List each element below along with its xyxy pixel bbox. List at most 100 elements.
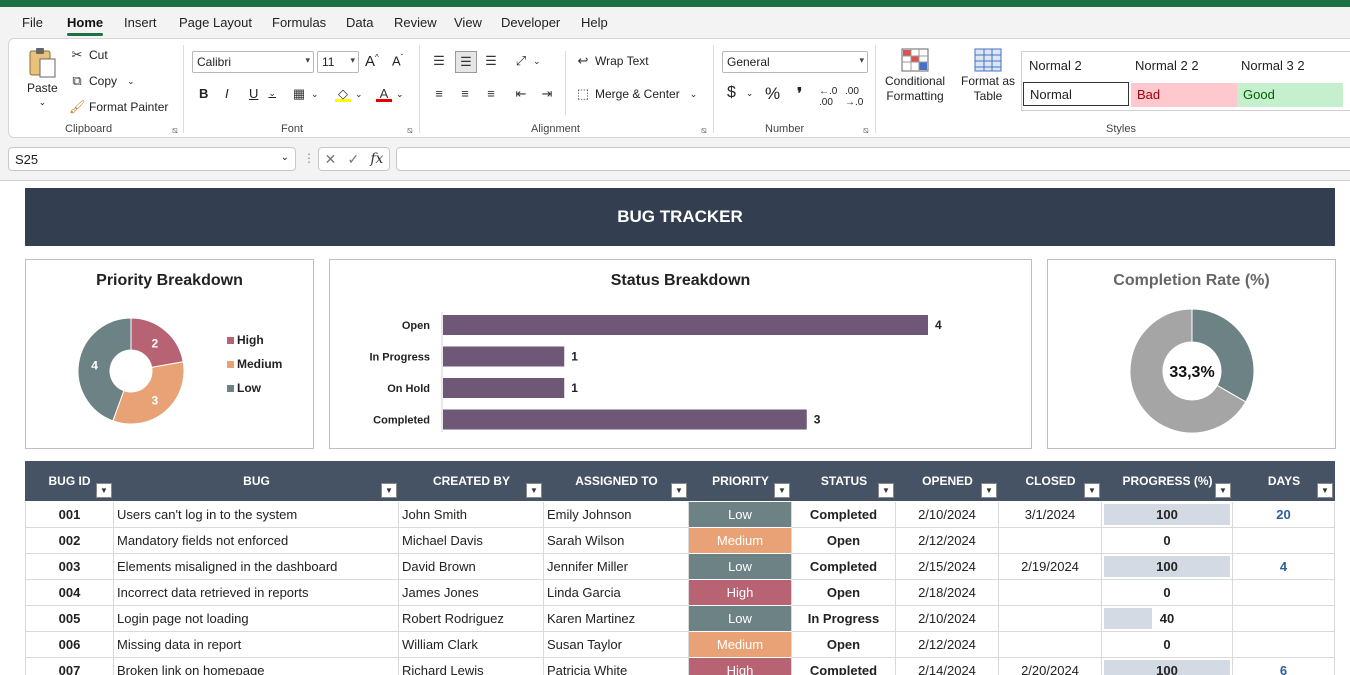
cell-assigned[interactable]: Linda Garcia [544, 580, 689, 606]
cell-priority[interactable]: High [689, 658, 792, 675]
align-right-button[interactable]: ≡ [483, 86, 499, 102]
cell-opened[interactable]: 2/10/2024 [896, 502, 999, 528]
format-painter-button[interactable]: 🖌 Format Painter [69, 99, 168, 115]
style-bad[interactable]: Bad [1131, 83, 1237, 107]
cell-closed[interactable] [999, 528, 1102, 554]
dialog-launcher-icon[interactable]: ⧅ [863, 125, 869, 135]
borders-button[interactable]: ▦ ⌄ [291, 86, 319, 102]
cell-closed[interactable]: 2/20/2024 [999, 658, 1102, 675]
cell-created[interactable]: John Smith [399, 502, 544, 528]
enter-check-icon[interactable]: ✓ [347, 150, 360, 167]
fill-color-button[interactable]: ◇ ⌄ [335, 86, 363, 102]
cell-id[interactable]: 002 [25, 528, 114, 554]
filter-dropdown-icon[interactable]: ▼ [878, 483, 894, 498]
cell-priority[interactable]: Low [689, 606, 792, 632]
cell-priority[interactable]: Low [689, 554, 792, 580]
cell-assigned[interactable]: Jennifer Miller [544, 554, 689, 580]
cell-days[interactable] [1233, 580, 1335, 606]
filter-dropdown-icon[interactable]: ▼ [774, 483, 790, 498]
column-header[interactable]: CLOSED ▼ [999, 461, 1102, 501]
cell-days[interactable] [1233, 606, 1335, 632]
cell-id[interactable]: 003 [25, 554, 114, 580]
menu-formulas[interactable]: Formulas [272, 15, 327, 30]
cell-created[interactable]: David Brown [399, 554, 544, 580]
currency-button[interactable]: $ ⌄ [727, 84, 753, 102]
filter-dropdown-icon[interactable]: ▼ [671, 483, 687, 498]
cell-priority[interactable]: Medium [689, 528, 792, 554]
cell-assigned[interactable]: Sarah Wilson [544, 528, 689, 554]
cell-bug[interactable]: Incorrect data retrieved in reports [114, 580, 399, 606]
number-format-select[interactable]: General ▾ [722, 51, 868, 73]
align-left-button[interactable]: ≡ [431, 86, 447, 102]
cell-priority[interactable]: High [689, 580, 792, 606]
column-header[interactable]: DAYS ▼ [1233, 461, 1335, 501]
cell-days[interactable]: 6 [1233, 658, 1335, 675]
insert-function-button[interactable]: fx [370, 151, 384, 167]
cell-id[interactable]: 005 [25, 606, 114, 632]
cell-bug[interactable]: Login page not loading [114, 606, 399, 632]
filter-dropdown-icon[interactable]: ▼ [526, 483, 542, 498]
dialog-launcher-icon[interactable]: ⧅ [172, 125, 178, 135]
cell-created[interactable]: Michael Davis [399, 528, 544, 554]
cell-status[interactable]: Open [792, 528, 896, 554]
comma-style-button[interactable]: ❜ [797, 84, 802, 104]
align-top-button[interactable]: ☰ [431, 53, 447, 69]
formula-input[interactable] [396, 147, 1350, 171]
cell-priority[interactable]: Low [689, 502, 792, 528]
dialog-launcher-icon[interactable]: ⧅ [407, 125, 413, 135]
style-normal-2-2[interactable]: Normal 2 2 [1135, 58, 1199, 73]
style-normal-2[interactable]: Normal 2 [1029, 58, 1082, 73]
filter-dropdown-icon[interactable]: ▼ [381, 483, 397, 498]
cell-closed[interactable] [999, 580, 1102, 606]
column-header[interactable]: ASSIGNED TO ▼ [544, 461, 689, 501]
cell-opened[interactable]: 2/10/2024 [896, 606, 999, 632]
column-header[interactable]: PROGRESS (%) ▼ [1102, 461, 1233, 501]
cell-created[interactable]: Robert Rodriguez [399, 606, 544, 632]
cell-created[interactable]: Richard Lewis [399, 658, 544, 675]
wrap-text-button[interactable]: ↩ Wrap Text [575, 53, 649, 69]
cell-created[interactable]: William Clark [399, 632, 544, 658]
cell-created[interactable]: James Jones [399, 580, 544, 606]
column-header[interactable]: OPENED ▼ [896, 461, 999, 501]
cell-status[interactable]: Completed [792, 658, 896, 675]
cell-progress[interactable]: 100 [1102, 502, 1233, 528]
menu-help[interactable]: Help [581, 15, 608, 30]
cell-assigned[interactable]: Emily Johnson [544, 502, 689, 528]
paste-button[interactable]: Paste ⌄ [27, 47, 58, 108]
orientation-button[interactable]: ⤢ ⌄ [513, 53, 541, 69]
column-header[interactable]: CREATED BY ▼ [399, 461, 544, 501]
dialog-launcher-icon[interactable]: ⧅ [701, 125, 707, 135]
menu-file[interactable]: File [22, 15, 43, 30]
cell-id[interactable]: 007 [25, 658, 114, 675]
decrease-decimal-button[interactable]: .00 →.0 [845, 86, 863, 108]
cell-bug[interactable]: Mandatory fields not enforced [114, 528, 399, 554]
cell-days[interactable] [1233, 528, 1335, 554]
menu-insert[interactable]: Insert [124, 15, 157, 30]
cell-id[interactable]: 004 [25, 580, 114, 606]
cell-days[interactable]: 20 [1233, 502, 1335, 528]
cell-opened[interactable]: 2/18/2024 [896, 580, 999, 606]
cell-id[interactable]: 006 [25, 632, 114, 658]
cell-days[interactable]: 4 [1233, 554, 1335, 580]
conditional-formatting-button[interactable]: Conditional Formatting [885, 47, 945, 103]
cell-assigned[interactable]: Susan Taylor [544, 632, 689, 658]
style-normal-3-2[interactable]: Normal 3 2 [1241, 58, 1305, 73]
cell-bug[interactable]: Broken link on homepage [114, 658, 399, 675]
name-box[interactable]: S25 ⌄ [8, 147, 296, 171]
cell-assigned[interactable]: Patricia White [544, 658, 689, 675]
cell-status[interactable]: Open [792, 632, 896, 658]
cell-opened[interactable]: 2/12/2024 [896, 528, 999, 554]
increase-font-button[interactable]: A^ [365, 53, 379, 70]
align-center-button[interactable]: ≡ [457, 86, 473, 102]
percent-button[interactable]: % [765, 84, 780, 104]
column-header[interactable]: BUG ID ▼ [25, 461, 114, 501]
merge-center-button[interactable]: ⬚ Merge & Center ⌄ [575, 86, 697, 102]
menu-home[interactable]: Home [67, 15, 104, 36]
style-good[interactable]: Good [1237, 83, 1343, 107]
cell-closed[interactable]: 2/19/2024 [999, 554, 1102, 580]
cell-progress[interactable]: 0 [1102, 632, 1233, 658]
filter-dropdown-icon[interactable]: ▼ [1084, 483, 1100, 498]
cell-progress[interactable]: 0 [1102, 580, 1233, 606]
filter-dropdown-icon[interactable]: ▼ [981, 483, 997, 498]
increase-indent-button[interactable]: ⇥ [539, 86, 555, 102]
